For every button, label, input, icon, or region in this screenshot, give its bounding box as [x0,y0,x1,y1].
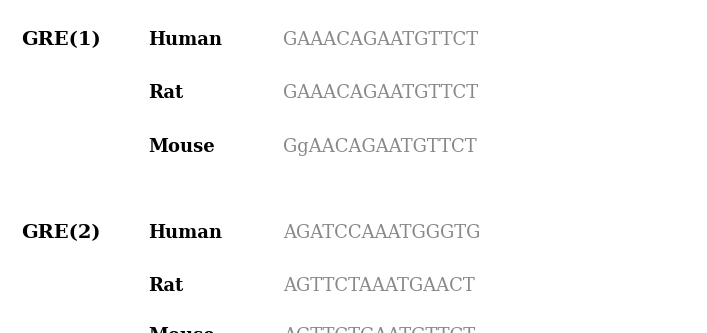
Text: GRE(2): GRE(2) [21,224,100,242]
Text: Rat: Rat [148,277,184,295]
Text: Human: Human [148,31,223,49]
Text: Rat: Rat [148,84,184,102]
Text: GRE(1): GRE(1) [21,31,101,49]
Text: Human: Human [148,224,223,242]
Text: Mouse: Mouse [148,327,215,333]
Text: GAAACAGAATGTTCT: GAAACAGAATGTTCT [283,84,478,102]
Text: GgAACAGAATGTTCT: GgAACAGAATGTTCT [283,138,477,156]
Text: GAAACAGAATGTTCT: GAAACAGAATGTTCT [283,31,478,49]
Text: AGATCCAAATGGGTG: AGATCCAAATGGGTG [283,224,480,242]
Text: AGTTCTAAATGAACT: AGTTCTAAATGAACT [283,277,474,295]
Text: AGTTCTGAATGTTCT: AGTTCTGAATGTTCT [283,327,475,333]
Text: Mouse: Mouse [148,138,215,156]
